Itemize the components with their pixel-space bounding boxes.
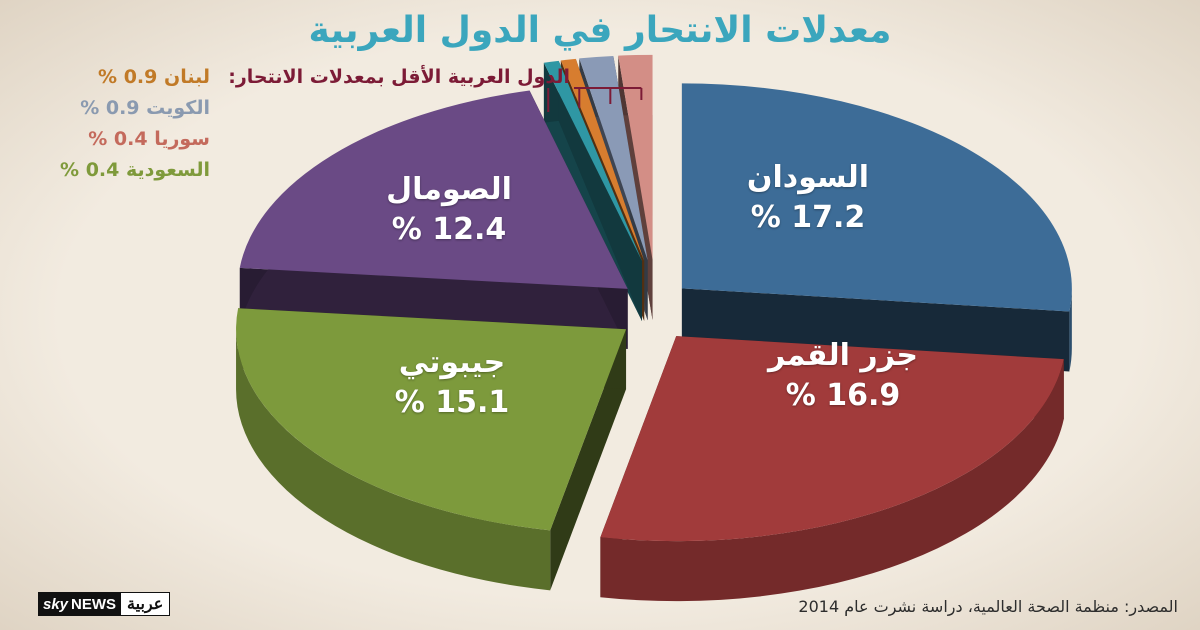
logo-arabic: عربية — [120, 592, 171, 616]
slice-top-somalia — [239, 90, 628, 289]
sky-news-arabia-logo: sky NEWS عربية — [38, 592, 171, 616]
pie-slices — [236, 54, 1072, 602]
legend-entry-saudi: السعودية 0.4 % — [60, 159, 210, 181]
slice-label-somalia: الصومال % 12.4 — [354, 170, 544, 250]
slice-name-djibouti: جيبوتي — [398, 345, 506, 380]
slice-comoros — [600, 336, 1064, 602]
chart-title: معدلات الانتحار في الدول العربية — [308, 10, 892, 51]
slice-value-somalia: % 12.4 — [391, 212, 507, 247]
slice-side-comoros — [600, 359, 1064, 602]
slice-label-djibouti: جيبوتي % 15.1 — [357, 343, 547, 423]
slice-top-kuwait — [579, 56, 648, 261]
slice-top-djibouti — [236, 308, 627, 531]
legend-entry-lebanon: لبنان 0.9 % — [98, 66, 210, 88]
logo-news: NEWS — [71, 592, 121, 616]
legend-entry-kuwait: الكويت 0.9 % — [80, 97, 210, 119]
slice-name-sudan: السودان — [746, 160, 870, 195]
legend-heading: الدول العربية الأقل بمعدلات الانتحار: — [228, 66, 570, 88]
logo-sky: sky — [38, 592, 72, 616]
source-text: المصدر: منظمة الصحة العالمية، دراسة نشرت… — [798, 597, 1178, 616]
slice-top-sudan — [681, 83, 1072, 312]
slice-wall-djibouti-start — [550, 329, 627, 591]
slice-top-saudi — [543, 60, 643, 262]
slice-value-djibouti: % 15.1 — [394, 385, 510, 420]
slice-top-comoros — [600, 336, 1064, 542]
slice-label-sudan: السودان % 17.2 — [713, 158, 903, 238]
slice-side-djibouti — [236, 329, 551, 591]
legend-bracket — [547, 87, 643, 112]
slice-name-comoros: جزر القمر — [768, 338, 918, 373]
slice-name-somalia: الصومال — [386, 172, 512, 207]
slice-top-syria — [560, 58, 645, 261]
slice-side-sudan — [1069, 288, 1072, 372]
slice-djibouti — [236, 308, 627, 591]
slice-value-sudan: % 17.2 — [750, 200, 866, 235]
slice-value-comoros: % 16.9 — [785, 378, 901, 413]
slice-label-comoros: جزر القمر % 16.9 — [748, 336, 938, 416]
legend-entry-syria: سوريا 0.4 % — [88, 128, 210, 150]
slice-top-lebanon — [618, 54, 653, 260]
